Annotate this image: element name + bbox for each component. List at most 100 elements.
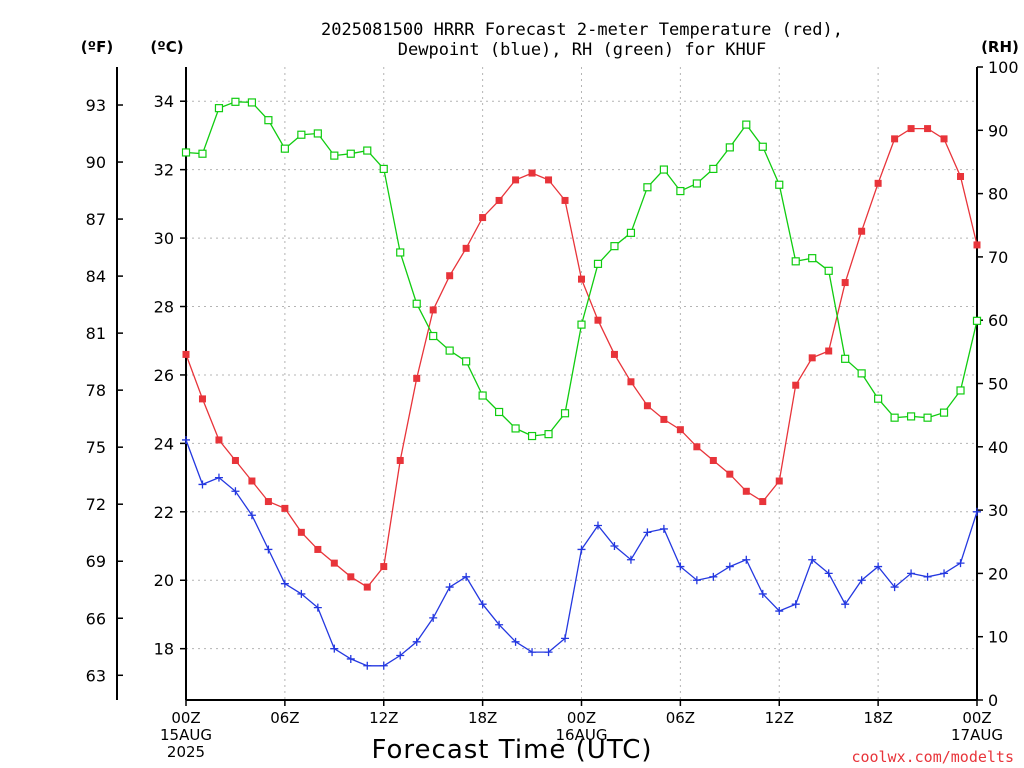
rh-tick-label: 10	[988, 628, 1008, 647]
rh-point	[857, 369, 866, 378]
x-axis-title: Forecast Time (UTC)	[371, 735, 652, 765]
rh-point	[198, 149, 207, 158]
temperature-point	[726, 470, 734, 478]
temperature-point	[545, 176, 553, 184]
temperature-point	[462, 244, 470, 252]
rh-point	[527, 431, 537, 441]
temperature-point	[709, 456, 717, 464]
fahrenheit-tick-label: 84	[86, 267, 106, 286]
celsius-tick-label: 32	[154, 161, 174, 180]
rh-point	[478, 391, 487, 400]
temperature-point	[891, 135, 899, 143]
fahrenheit-unit-label: (ºF)	[81, 38, 113, 56]
temperature-point	[676, 426, 684, 434]
dewpoint-point	[528, 648, 537, 657]
rh-point	[264, 116, 273, 125]
fahrenheit-tick-label: 63	[86, 666, 106, 685]
axes: 18 20 22 24 26 28 30 32 34 63 66 69 72 75 78 81 84 87 90 93…	[86, 58, 1019, 761]
temperature-point	[693, 443, 701, 451]
x-tick-label: 18Z	[468, 709, 497, 727]
fahrenheit-tick-label: 72	[86, 495, 106, 514]
dewpoint-point	[330, 644, 339, 653]
rh-point	[313, 129, 322, 138]
temperature-point	[264, 498, 272, 506]
temperature-point	[413, 374, 421, 382]
rh-tick-label: 80	[988, 185, 1008, 204]
credit-text: coolwx.com/modelts	[851, 748, 1014, 766]
temperature-point	[858, 227, 866, 235]
celsius-tick-label: 20	[154, 571, 174, 590]
x-tick-label: 15AUG	[160, 726, 212, 744]
dewpoint-point	[561, 634, 570, 643]
rh-point	[560, 409, 570, 418]
temperature-point	[643, 402, 651, 410]
rh-point	[297, 130, 306, 139]
dewpoint-point	[445, 583, 454, 592]
temperature-point	[561, 196, 569, 204]
rh-point	[972, 316, 982, 325]
rh-point	[676, 186, 685, 196]
temperature-point	[512, 176, 520, 184]
dewpoint-point	[264, 545, 273, 554]
dewpoint-point	[890, 583, 899, 592]
celsius-tick-label: 28	[154, 298, 174, 317]
dewpoint-point	[643, 528, 652, 537]
dewpoint-point	[511, 637, 520, 646]
dewpoint-point	[824, 569, 833, 578]
dewpoint-point	[676, 562, 685, 571]
dewpoint-point	[659, 524, 668, 533]
rh-point	[396, 248, 405, 257]
temperature-point	[215, 436, 223, 444]
data-series	[181, 97, 982, 670]
rh-point	[330, 151, 339, 160]
dewpoint-point	[874, 562, 883, 571]
rh-point	[181, 148, 191, 157]
temperature-point	[775, 477, 783, 485]
x-tick-label: 00Z	[962, 709, 991, 727]
temperature-point	[874, 179, 882, 187]
fahrenheit-tick-label: 78	[86, 381, 106, 400]
temperature-point	[182, 350, 190, 358]
temperature-point	[446, 272, 454, 280]
rh-point	[709, 164, 718, 174]
fahrenheit-tick-label: 75	[86, 438, 106, 457]
rh-point	[544, 430, 553, 439]
celsius-unit-label: (ºC)	[150, 38, 183, 56]
dewpoint-point	[577, 545, 586, 554]
dewpoint-point	[478, 600, 487, 609]
rh-point	[214, 104, 224, 113]
dewpoint-point	[429, 613, 438, 622]
rh-point	[890, 413, 899, 422]
fahrenheit-tick-label: 66	[86, 609, 106, 628]
dewpoint-point	[940, 569, 949, 578]
rh-point	[593, 259, 603, 268]
rh-point	[577, 320, 586, 329]
rh-unit-label: (RH)	[981, 38, 1019, 56]
temperature-point	[314, 545, 322, 553]
rh-tick-label: 40	[988, 438, 1008, 457]
temperature-point	[660, 415, 668, 423]
rh-point	[412, 299, 421, 308]
dewpoint-point	[626, 555, 635, 564]
chart-title-line1: 2025081500 HRRR Forecast 2-meter Tempera…	[321, 20, 843, 40]
dewpoint-point	[363, 661, 372, 670]
temperature-point	[924, 125, 932, 133]
temperature-point	[808, 354, 816, 362]
rh-point	[659, 165, 668, 174]
rh-point	[791, 257, 800, 266]
x-tick-label: 12Z	[369, 709, 398, 727]
temperature-point	[380, 563, 388, 571]
rh-tick-label: 50	[988, 375, 1008, 394]
temperature-point	[347, 573, 355, 581]
temperature-point	[610, 350, 618, 358]
rh-point	[725, 143, 734, 152]
temperature-point	[759, 498, 767, 506]
fahrenheit-tick-label: 81	[86, 324, 106, 343]
dewpoint-point	[907, 569, 916, 578]
celsius-tick-label: 34	[154, 92, 174, 111]
temperature-point	[495, 196, 503, 204]
temperature-point	[825, 347, 833, 355]
rh-point	[758, 142, 767, 151]
x-tick-label: 06Z	[270, 709, 299, 727]
